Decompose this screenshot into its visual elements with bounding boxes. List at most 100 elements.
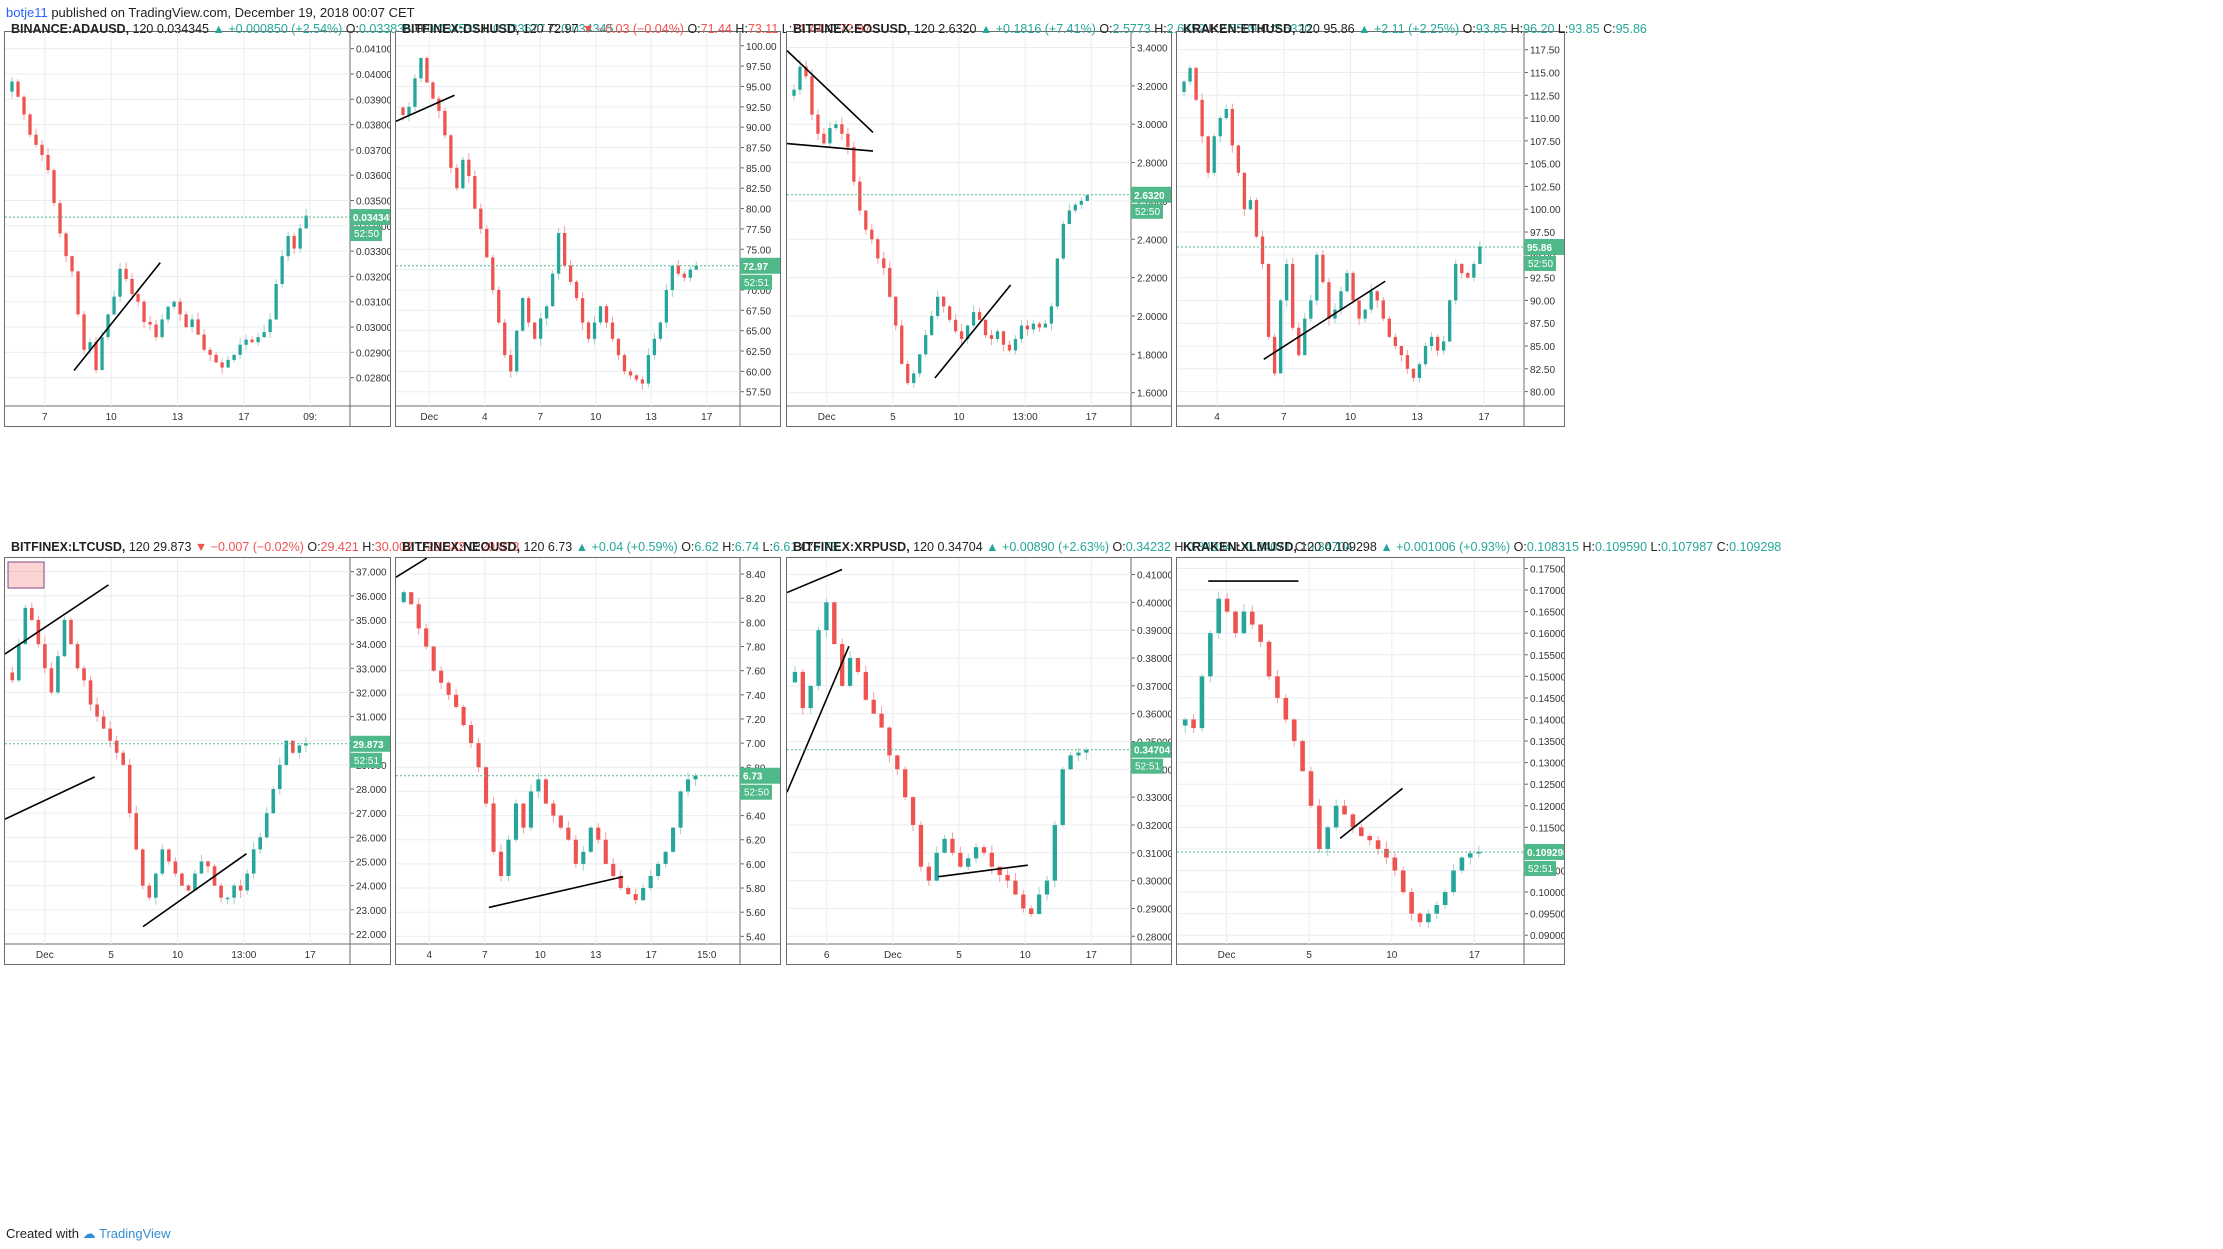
price-tag: [1524, 238, 1564, 255]
countdown-tag: [740, 274, 772, 290]
trend-line[interactable]: [934, 284, 1012, 379]
trend-line[interactable]: [787, 646, 850, 793]
candle-body: [140, 849, 145, 886]
candle-body: [558, 815, 563, 828]
candle-body: [1321, 254, 1325, 283]
author-link[interactable]: botje11: [6, 5, 48, 20]
candle-body: [1350, 814, 1356, 828]
candle-body: [906, 363, 910, 384]
candle-body: [142, 301, 146, 322]
candle-body: [118, 268, 122, 297]
candle-body: [1212, 136, 1216, 173]
y-tick-label: 65.00: [746, 327, 771, 338]
tradingview-brand[interactable]: TradingView: [99, 1226, 171, 1241]
candle-body: [1358, 827, 1364, 836]
countdown-tag: [1131, 203, 1163, 219]
candle-body: [588, 827, 593, 852]
header-c-label: C:: [468, 540, 482, 554]
candle-body: [1441, 341, 1446, 351]
chart-panel-4[interactable]: BITFINEX:LTCUSD, 120 29.873 ▼ −0.007 (−0…: [4, 540, 519, 965]
chart-svg[interactable]: 37.000 36.000 35.000 34.000 33.000 32.000 31.0…: [5, 558, 390, 964]
candle-body: [469, 725, 474, 744]
trend-line[interactable]: [396, 94, 455, 123]
header-h-label: H:: [1510, 22, 1524, 36]
candle-body: [409, 592, 414, 605]
candle-body: [1182, 81, 1186, 92]
header-o-label: O:: [1462, 22, 1476, 36]
chart-panel-5[interactable]: BITFINEX:NEOUSD, 120 6.73 ▲ +0.04 (+0.59…: [395, 540, 838, 965]
candle-body: [634, 375, 639, 380]
x-tick-label: 10: [1345, 412, 1357, 423]
candle-body: [297, 745, 302, 753]
x-tick-label: Dec: [1218, 950, 1236, 961]
chart-panel-0[interactable]: BINANCE:ADAUSD, 120 0.034345 ▲ +0.000850…: [4, 22, 613, 427]
header-o-label: O:: [681, 540, 695, 554]
y-tick-label: 57.50: [746, 388, 771, 399]
candle-body: [626, 888, 631, 895]
header-last: 0.34704: [937, 540, 987, 554]
trend-line[interactable]: [1339, 787, 1404, 839]
candle-body: [251, 849, 256, 874]
chart-svg[interactable]: 3.40003.20003.00002.80002.60002.40002.20…: [787, 32, 1171, 426]
header-open: 29.421: [320, 540, 363, 554]
chart-svg[interactable]: 8.408.208.007.807.607.407.207.006.806.60…: [396, 558, 780, 964]
tradingview-logo[interactable]: ☁ TradingView: [82, 1226, 171, 1241]
candle-body: [16, 644, 21, 681]
trend-line[interactable]: [488, 875, 624, 909]
candle-body: [947, 306, 952, 320]
trend-line[interactable]: [787, 50, 874, 134]
trend-line[interactable]: [938, 864, 1028, 878]
trend-line[interactable]: [787, 568, 843, 594]
candle-body: [82, 314, 86, 350]
trend-line[interactable]: [142, 853, 247, 928]
footer-text: Created with: [6, 1226, 79, 1241]
chart-svg[interactable]: 117.50 115.00 112.50 110.00 107.50 105.00 102.…: [1177, 32, 1564, 426]
candle-body: [401, 592, 406, 603]
header-high: 6.74: [734, 540, 763, 554]
x-tick-label: 10: [1020, 950, 1032, 961]
candle-body: [1325, 827, 1331, 849]
chart-panel-7[interactable]: KRAKEN:XLMUSD, 120 0.109298 ▲ +0.001006 …: [1176, 540, 1781, 965]
candle-body: [1218, 118, 1222, 137]
header-interval: 120: [913, 540, 938, 554]
trend-line[interactable]: [787, 142, 874, 152]
candle-body: [521, 298, 525, 331]
y-tick-label: 92.50: [1530, 274, 1555, 285]
candle-body: [816, 630, 821, 686]
chart-panel-2[interactable]: BITFINEX:EOSUSD, 120 2.6320 ▲ +0.1816 (+…: [786, 22, 1311, 427]
candle-body: [443, 110, 447, 136]
x-tick-label: 13:00: [231, 950, 256, 961]
header-low: 29.342: [426, 540, 469, 554]
candle-body: [910, 797, 916, 825]
candle-body: [76, 271, 80, 315]
trend-line[interactable]: [396, 558, 428, 578]
chart-svg[interactable]: 0.41000 0.40000 0.39000 0.38000 0.37000 0.360…: [787, 558, 1171, 964]
chart-panel-1[interactable]: BITFINEX:DSHUSD, 120 72.97 ▼ −0.03 (−0.0…: [395, 22, 871, 427]
candle-body: [1037, 323, 1042, 328]
candle-body: [1233, 611, 1238, 634]
highlight-box[interactable]: [7, 561, 45, 589]
candle-body: [876, 239, 880, 259]
chart-panel-6[interactable]: BITFINEX:XRPUSD, 120 0.34704 ▲ +0.00890 …: [786, 540, 1352, 965]
chart-panel-3[interactable]: KRAKEN:ETHUSD, 120 95.86 ▲ +2.11 (+2.25%…: [1176, 22, 1647, 427]
candle-body: [292, 235, 296, 249]
candle-body: [304, 215, 308, 229]
candle-body: [108, 728, 112, 741]
trend-line[interactable]: [1263, 280, 1386, 361]
candle-body: [1384, 848, 1389, 858]
trend-line[interactable]: [5, 584, 109, 655]
candle-body: [958, 852, 963, 867]
trend-line[interactable]: [73, 262, 161, 372]
y-tick-label: 82.50: [746, 184, 771, 195]
trend-line[interactable]: [5, 776, 96, 820]
candle-body: [536, 779, 541, 792]
chart-svg[interactable]: 100.00 97.50 95.00 92.50 90.00 87.50 85.00 82.5…: [396, 32, 780, 426]
x-tick-label: 09:: [303, 412, 317, 423]
candle-body: [618, 875, 623, 889]
